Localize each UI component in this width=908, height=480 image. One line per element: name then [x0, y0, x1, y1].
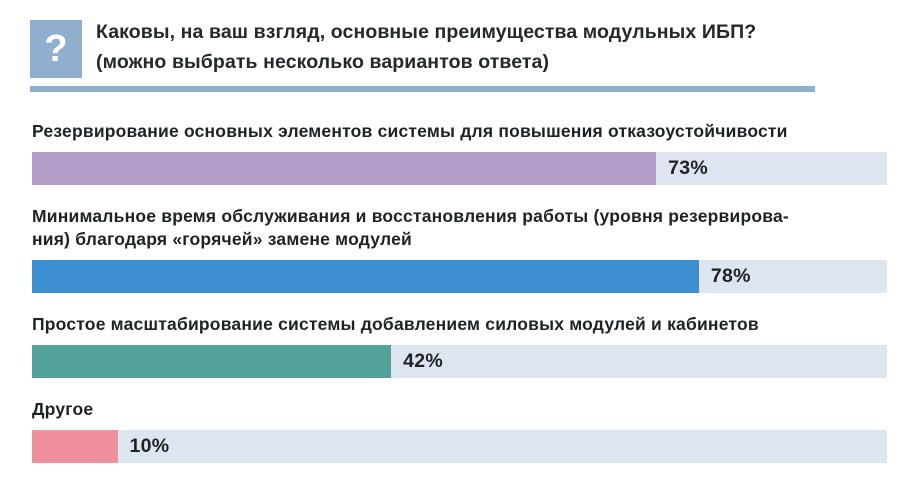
bar-fill: [32, 260, 699, 293]
bar-value-label: 42%: [403, 350, 444, 372]
question-title: Каковы, на ваш взгляд, основные преимуще…: [96, 17, 756, 77]
question-mark-icon: ?: [30, 20, 82, 78]
header-underline: [30, 86, 815, 92]
bar-label: Простое масштабирование системы добавлен…: [32, 314, 759, 334]
bar-row: Минимальное время обслуживания и восстан…: [32, 205, 887, 293]
bar-fill: [32, 345, 392, 378]
bar-track: 73%: [32, 152, 887, 185]
bar-track: 10%: [32, 430, 887, 463]
bar-value-label: 78%: [710, 265, 751, 287]
bar-row: Другое 10%: [32, 398, 887, 463]
survey-slide: ? Каковы, на ваш взгляд, основные преиму…: [0, 20, 908, 463]
bar-label: Минимальное время обслуживания и восстан…: [32, 206, 789, 249]
bar-track: 78%: [32, 260, 887, 293]
question-header: ? Каковы, на ваш взгляд, основные преиму…: [30, 20, 908, 78]
question-title-line2: (можно выбрать несколько вариантов ответ…: [96, 51, 550, 73]
bar-value-label: 73%: [668, 157, 709, 179]
bar-row: Простое масштабирование системы добавлен…: [32, 313, 887, 378]
bar-row: Резервирование основных элементов систем…: [32, 120, 887, 185]
question-title-line1: Каковы, на ваш взгляд, основные преимуще…: [96, 21, 757, 43]
bar-chart: Резервирование основных элементов систем…: [32, 120, 887, 463]
bar-fill: [32, 430, 118, 463]
bar-value-label: 10%: [129, 435, 170, 457]
bar-track: 42%: [32, 345, 887, 378]
bar-label: Другое: [32, 399, 94, 419]
bar-label: Резервирование основных элементов систем…: [32, 121, 788, 141]
bar-fill: [32, 152, 657, 185]
